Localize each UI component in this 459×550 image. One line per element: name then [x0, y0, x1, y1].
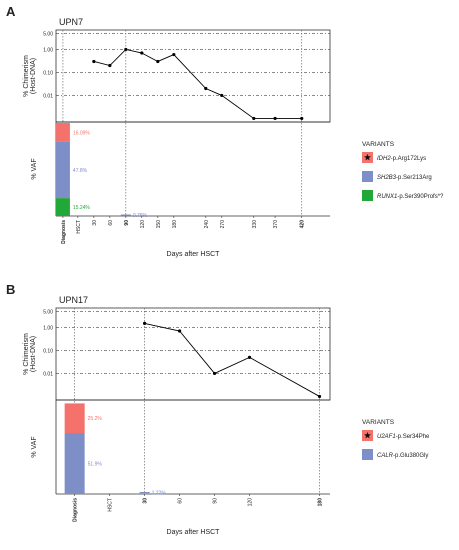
y-tick-label: 1.00 [43, 47, 53, 53]
x-tick-label: 180 [318, 498, 324, 507]
legend-change: -p.Ser213Arg [396, 175, 432, 181]
x-tick-label: 240 [204, 220, 210, 229]
chimerism-point [172, 52, 176, 57]
x-tick-label: 370 [273, 220, 279, 229]
x-tick-label: 30 [143, 498, 149, 504]
x-tick-label: 120 [248, 498, 254, 507]
y-tick-label: 0.01 [43, 93, 53, 99]
chimerism-point [140, 51, 144, 55]
legend-label: U2AF1-p.Ser34Phe [377, 434, 430, 440]
vaf-label: 51.9% [88, 462, 103, 468]
vaf-axis-label: % VAF [31, 158, 38, 179]
legend-change: -p.Glu380Gly [393, 453, 428, 459]
plot-frame [55, 307, 331, 401]
vaf-label: 16.09% [73, 130, 91, 136]
chimerism-point [220, 93, 224, 98]
chimerism-point [204, 86, 208, 91]
chimerism-line [144, 322, 320, 397]
chimerism-point [124, 47, 128, 52]
vaf-label: 47.8% [73, 168, 88, 174]
chimerism-point [252, 116, 256, 121]
y-axis-label: (Host-DNA) [30, 58, 37, 94]
y-axis-label: (Host-DNA) [30, 336, 37, 372]
chimerism-point [247, 355, 252, 359]
chimerism-point [156, 59, 160, 64]
y-axis-label: % Chimerism [23, 333, 30, 375]
chimerism-point [300, 116, 304, 121]
y-tick-label: 5.00 [43, 31, 53, 37]
legend-gene: RUNX1 [377, 194, 397, 200]
vaf-label: 15.24% [73, 205, 91, 211]
legend-title: VARIANTS [362, 419, 395, 426]
vaf-bar [64, 403, 85, 434]
legend-star [364, 153, 371, 161]
legend-gene: U2AF1 [377, 434, 396, 440]
x-tick-label: 90 [124, 220, 130, 226]
y-tick-label: 0.10 [43, 70, 53, 76]
chimerism-line [93, 48, 302, 119]
chimerism-point [317, 394, 322, 399]
legend-swatch [362, 171, 373, 182]
x-axis-label: Days after HSCT [167, 251, 221, 258]
panel-title: UPN7 [59, 17, 83, 27]
chimerism-point [92, 59, 96, 64]
x-tick-label: Diagnosis [61, 220, 67, 244]
x-tick-label: 420 [300, 220, 306, 229]
legend-label: IDH2-p.Arg172Lys [377, 156, 426, 162]
vaf-label: 1.22% [152, 491, 167, 497]
legend-gene: CALR [377, 453, 394, 459]
legend-swatch [362, 190, 373, 201]
x-tick-label: 180 [172, 220, 178, 229]
legend-label: RUNX1-p.Ser390Profs*? [377, 194, 444, 200]
panel-letter: A [6, 4, 16, 19]
chimerism-point [108, 63, 112, 68]
y-axis-label: % Chimerism [23, 55, 30, 97]
legend-label: CALR-p.Glu380Gly [377, 453, 428, 459]
legend-gene: SH2B3 [377, 175, 397, 181]
vaf-label: 0.75% [133, 213, 148, 219]
x-tick-label: 150 [156, 220, 162, 229]
y-tick-label: 1.00 [43, 325, 53, 331]
vaf-axis-label: % VAF [31, 436, 38, 457]
vaf-label: 25.2% [88, 416, 103, 422]
vaf-bar [55, 141, 70, 199]
vaf-bar [55, 198, 70, 216]
legend-change: -p.Ser390Profs*? [397, 194, 444, 200]
vaf-bar [64, 433, 85, 494]
x-tick-label: Diagnosis [73, 498, 79, 522]
legend-title: VARIANTS [362, 141, 395, 148]
x-tick-label: 120 [140, 220, 146, 229]
x-tick-label: 90 [213, 498, 219, 504]
x-tick-label: 30 [92, 220, 98, 226]
plot-frame [55, 29, 331, 123]
x-tick-label: 330 [252, 220, 258, 229]
x-tick-label: 60 [108, 220, 114, 226]
x-tick-label: 60 [178, 498, 184, 504]
x-tick-label: HSCT [76, 220, 82, 234]
chimerism-point [273, 116, 277, 121]
y-tick-label: 0.10 [43, 348, 53, 354]
legend-star [364, 431, 371, 439]
x-axis-label: Days after HSCT [167, 529, 221, 536]
chimerism-point [212, 371, 217, 376]
panel-title: UPN17 [59, 295, 88, 305]
vaf-bar [55, 123, 70, 142]
x-tick-label: 270 [220, 220, 226, 229]
legend-gene: IDH2 [377, 156, 391, 162]
legend-change: -p.Arg172Lys [391, 156, 426, 162]
panel-letter: B [6, 282, 15, 297]
legend-swatch [362, 449, 373, 460]
legend-change: -p.Ser34Phe [396, 434, 430, 440]
chimerism-point [177, 329, 182, 333]
legend-label: SH2B3-p.Ser213Arg [377, 175, 432, 181]
y-tick-label: 0.01 [43, 371, 53, 377]
x-tick-label: HSCT [108, 498, 114, 512]
y-tick-label: 5.00 [43, 309, 53, 315]
chimerism-point [143, 321, 147, 325]
